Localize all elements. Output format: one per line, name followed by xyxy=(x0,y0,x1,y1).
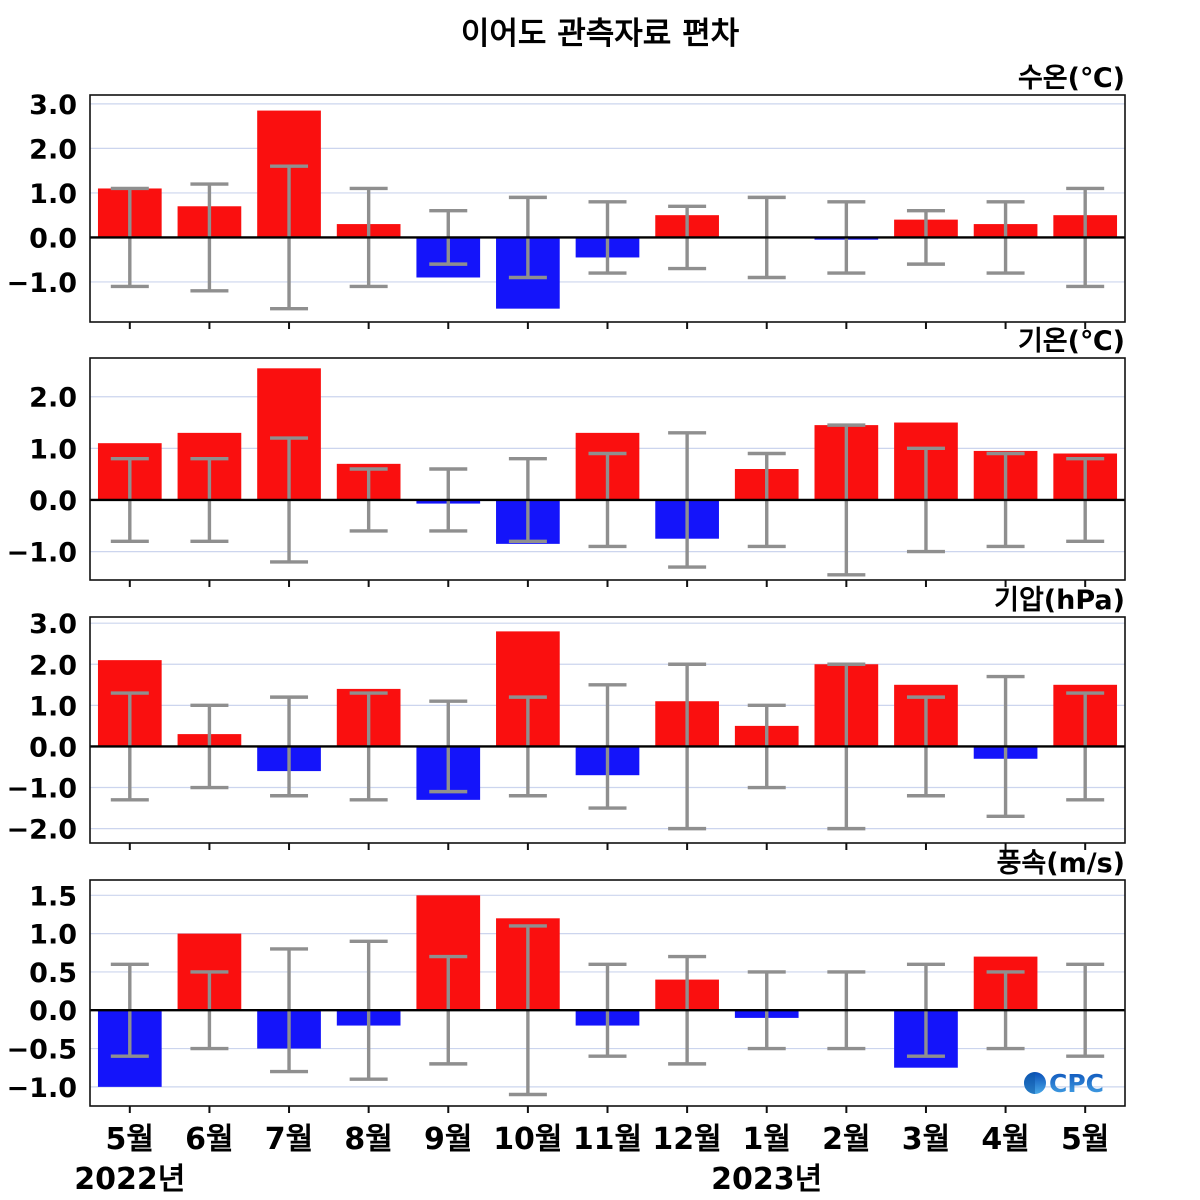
cpc-logo: CPC xyxy=(1022,1068,1122,1098)
y-tick-label: 1.0 xyxy=(29,179,77,210)
y-tick-label: 1.0 xyxy=(29,434,77,465)
x-tick-label: 9월 xyxy=(424,1122,473,1157)
y-tick-label: 0.0 xyxy=(29,996,77,1027)
year-label: 2023년 xyxy=(711,1162,823,1197)
y-tick-label: 0.0 xyxy=(29,486,77,517)
y-tick-label: −1.0 xyxy=(7,774,77,805)
panel-title: 기압(hPa) xyxy=(994,585,1125,616)
panel-3: 1.5 1.0 0.5 0.0 −0.5 −1.0 풍속(m/s) xyxy=(7,848,1126,1113)
y-tick-label: 1.0 xyxy=(29,691,77,722)
chart-title: 이어도 관측자료 편차 xyxy=(460,16,740,52)
x-tick-label: 4월 xyxy=(981,1122,1030,1157)
y-tick-label: 0.0 xyxy=(29,223,77,254)
panel-1: 2.0 1.0 0.0 −1.0 기온(℃) xyxy=(7,326,1126,587)
y-tick-label: −0.5 xyxy=(7,1035,77,1066)
y-tick-label: −1.0 xyxy=(7,1073,77,1104)
panel-title: 기온(℃) xyxy=(1018,326,1125,357)
panel-title: 풍속(m/s) xyxy=(997,848,1125,879)
x-tick-label: 12월 xyxy=(652,1122,722,1157)
y-tick-label: −2.0 xyxy=(7,815,77,846)
x-tick-label: 5월 xyxy=(1060,1122,1110,1157)
panel-2: 3.0 2.0 1.0 0.0 −1.0 −2.0 기압(hPa) xyxy=(7,585,1126,850)
y-tick-label: 0.5 xyxy=(29,958,77,989)
cpc-logo-svg: CPC xyxy=(1024,1069,1104,1098)
y-tick-label: 1.5 xyxy=(29,881,77,912)
cpc-logo-text: CPC xyxy=(1049,1069,1104,1098)
y-tick-label: −1.0 xyxy=(7,268,77,299)
x-tick-label: 11월 xyxy=(572,1122,643,1157)
y-tick-label: 2.0 xyxy=(29,134,77,165)
year-label: 2022년 xyxy=(74,1162,186,1197)
cpc-globe-shade xyxy=(1024,1072,1035,1094)
y-tick-label: 3.0 xyxy=(29,90,77,121)
x-tick-label: 5월 xyxy=(105,1122,155,1157)
x-tick-label: 6월 xyxy=(185,1122,234,1157)
y-tick-label: −1.0 xyxy=(7,538,77,569)
y-tick-label: 2.0 xyxy=(29,650,77,681)
panel-0: 3.0 2.0 1.0 0.0 −1.0 수온(℃) xyxy=(7,63,1126,329)
x-tick-label: 8월 xyxy=(344,1122,393,1157)
x-tick-label: 1월 xyxy=(742,1122,791,1157)
y-tick-label: 3.0 xyxy=(29,609,77,640)
y-tick-label: 0.0 xyxy=(29,732,77,763)
x-tick-label: 2월 xyxy=(822,1122,871,1157)
panel-title: 수온(℃) xyxy=(1018,63,1125,94)
x-tick-label: 10월 xyxy=(493,1122,563,1157)
x-tick-label: 7월 xyxy=(264,1122,314,1157)
y-tick-label: 2.0 xyxy=(29,383,77,414)
x-tick-label: 3월 xyxy=(901,1122,951,1157)
y-tick-label: 1.0 xyxy=(29,920,77,951)
